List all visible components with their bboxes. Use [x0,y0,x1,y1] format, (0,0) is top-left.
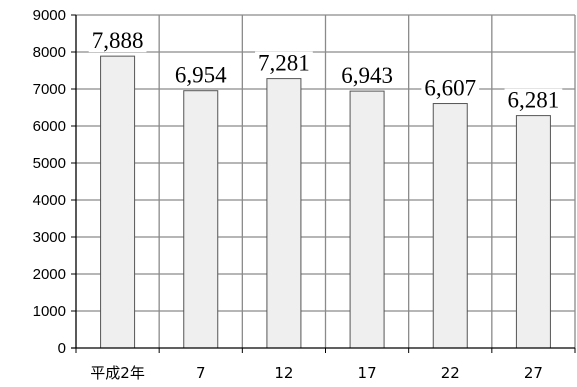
y-tick-label: 0 [58,340,66,357]
y-tick-label: 9000 [33,7,66,24]
data-label: 6,954 [175,63,227,88]
data-label: 6,281 [508,88,560,113]
x-tick-label: 12 [274,364,293,382]
x-tick-label: 27 [524,364,543,382]
data-label-background [421,76,480,100]
x-tick-label: 17 [358,364,377,382]
data-label-background [171,63,231,87]
y-tick-label: 6000 [33,118,66,135]
y-tick-label: 1000 [33,303,66,320]
y-tick-label: 4000 [33,192,66,209]
bar[interactable] [349,90,385,349]
y-tick-label: 3000 [33,229,66,246]
data-label-background [88,29,147,53]
data-label: 6,943 [341,63,393,88]
bar[interactable] [100,55,136,349]
data-label-background [504,88,563,112]
y-tick-label: 8000 [33,44,66,61]
data-label-background [338,64,396,88]
data-label: 7,888 [92,28,144,53]
x-tick-label: 7 [196,364,206,382]
y-tick-label: 2000 [33,266,66,283]
x-tick-label: 平成2年 [90,364,145,382]
bar[interactable] [515,115,551,349]
y-tick-label: 7000 [33,81,66,98]
y-tick-label: 5000 [33,155,66,172]
x-tick-label: 22 [441,364,460,382]
data-label: 6,607 [424,76,476,101]
bar[interactable] [266,78,302,349]
bar[interactable] [183,90,219,349]
bar[interactable] [432,103,468,349]
data-label: 7,281 [258,51,310,76]
data-label-background [255,51,313,75]
